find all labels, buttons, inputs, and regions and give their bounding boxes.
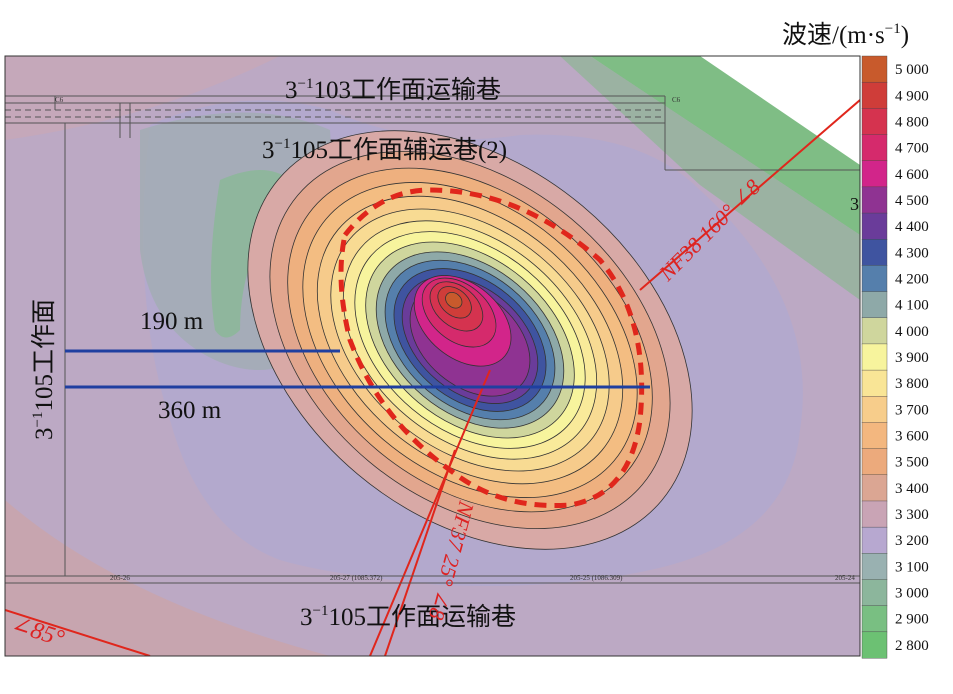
label-roadway-second: 3−1105工作面辅运巷(2): [262, 136, 507, 164]
colorbar-tick-label: 3 300: [895, 507, 929, 523]
colorbar-swatch: [861, 369, 888, 397]
colorbar-tick-label: 4 900: [895, 88, 929, 104]
colorbar-tick-label: 4 400: [895, 219, 929, 235]
low-velocity-corner-top-left: [5, 56, 280, 140]
colorbar-swatch: [861, 186, 888, 214]
survey-point-205-25: 205-25 (1086.309): [570, 574, 623, 582]
colorbar-swatch: [861, 81, 888, 109]
roadway-bottom: [5, 575, 860, 584]
fault-nf38-line: [639, 99, 860, 291]
colorbar-tick-label: 4 000: [895, 324, 929, 340]
colorbar-tick-label: 4 600: [895, 167, 929, 183]
fault-corner-line: [5, 609, 151, 656]
plot-frame: [4, 55, 861, 657]
colorbar-swatch: [861, 55, 888, 83]
colorbar-swatch: [861, 160, 888, 188]
colorbar-tick-label: 4 700: [895, 141, 929, 157]
high-velocity-anomaly: [247, 130, 693, 550]
colorbar-tick-label: 4 100: [895, 298, 929, 314]
roadway-top: [5, 95, 860, 171]
colorbar-tick-label: 3 400: [895, 481, 929, 497]
fault-nf37-line: [369, 369, 491, 656]
colorbar-tick-label: 2 800: [895, 638, 929, 654]
colorbar-swatch: [861, 134, 888, 162]
colorbar-tick-label: 4 300: [895, 245, 929, 261]
colorbar-tick-label: 3 000: [895, 586, 929, 602]
colorbar-tick-label: 3 100: [895, 559, 929, 575]
colorbar-swatch: [861, 631, 888, 659]
colorbar-swatch: [861, 526, 888, 554]
low-velocity-corner-bottom-left: [5, 500, 330, 656]
survey-point-205-26: 205-26: [110, 574, 130, 582]
colorbar-swatch: [861, 448, 888, 476]
colorbar-tick-label: 2 900: [895, 612, 929, 628]
colorbar-swatch: [861, 579, 888, 607]
fault-nf37-line-2: [384, 449, 456, 656]
colorbar-tick-label: 3 800: [895, 376, 929, 392]
label-roadway-bottom: 3−1105工作面运输巷: [300, 603, 516, 631]
colorbar-tick-label: 4 800: [895, 114, 929, 130]
survey-point-205-27: 205-27 (1085.372): [330, 574, 383, 582]
colorbar-swatch: [861, 212, 888, 240]
colorbar-title: 波速/(m·s−1): [782, 21, 909, 49]
label-roadway-top: 3−1103工作面运输巷: [285, 76, 501, 104]
colorbar-swatch: [861, 291, 888, 319]
label-distance-360m: 360 m: [158, 397, 222, 424]
colorbar-tick-label: 3 600: [895, 429, 929, 445]
colorbar-swatch: [861, 343, 888, 371]
colorbar-tick-label: 4 200: [895, 271, 929, 287]
colorbar-swatch: [861, 500, 888, 528]
survey-point-c6-right: C6: [672, 96, 681, 104]
colorbar-tick-label: 4 500: [895, 193, 929, 209]
colorbar-tick-label: 3 500: [895, 455, 929, 471]
colorbar-swatch: [861, 108, 888, 136]
colorbar-tick-label: 3 900: [895, 350, 929, 366]
anomaly-boundary: [338, 187, 645, 509]
colorbar-swatch: [861, 317, 888, 345]
colorbar-tick-label: 3 200: [895, 533, 929, 549]
label-edge-mark: 3: [850, 194, 859, 214]
colorbar-swatch: [861, 239, 888, 266]
colorbar-swatch: [861, 396, 888, 423]
colorbar-swatch: [861, 553, 888, 580]
colorbar: 5 000 4 900 4 800 4 700 4 600 4 500 4 400 4 300…: [861, 55, 929, 659]
survey-point-205-24: 205-24: [835, 574, 855, 582]
colorbar-tick-label: 5 000: [895, 62, 929, 78]
colorbar-swatch: [861, 265, 888, 293]
colorbar-swatch: [861, 474, 888, 502]
colorbar-swatch: [861, 605, 888, 633]
colorbar-swatch: [861, 422, 888, 450]
survey-point-c6-left: C6: [55, 96, 64, 104]
label-roadway-left: 3−1105工作面: [30, 299, 58, 440]
colorbar-tick-label: 3 700: [895, 402, 929, 418]
label-distance-190m: 190 m: [140, 308, 204, 335]
